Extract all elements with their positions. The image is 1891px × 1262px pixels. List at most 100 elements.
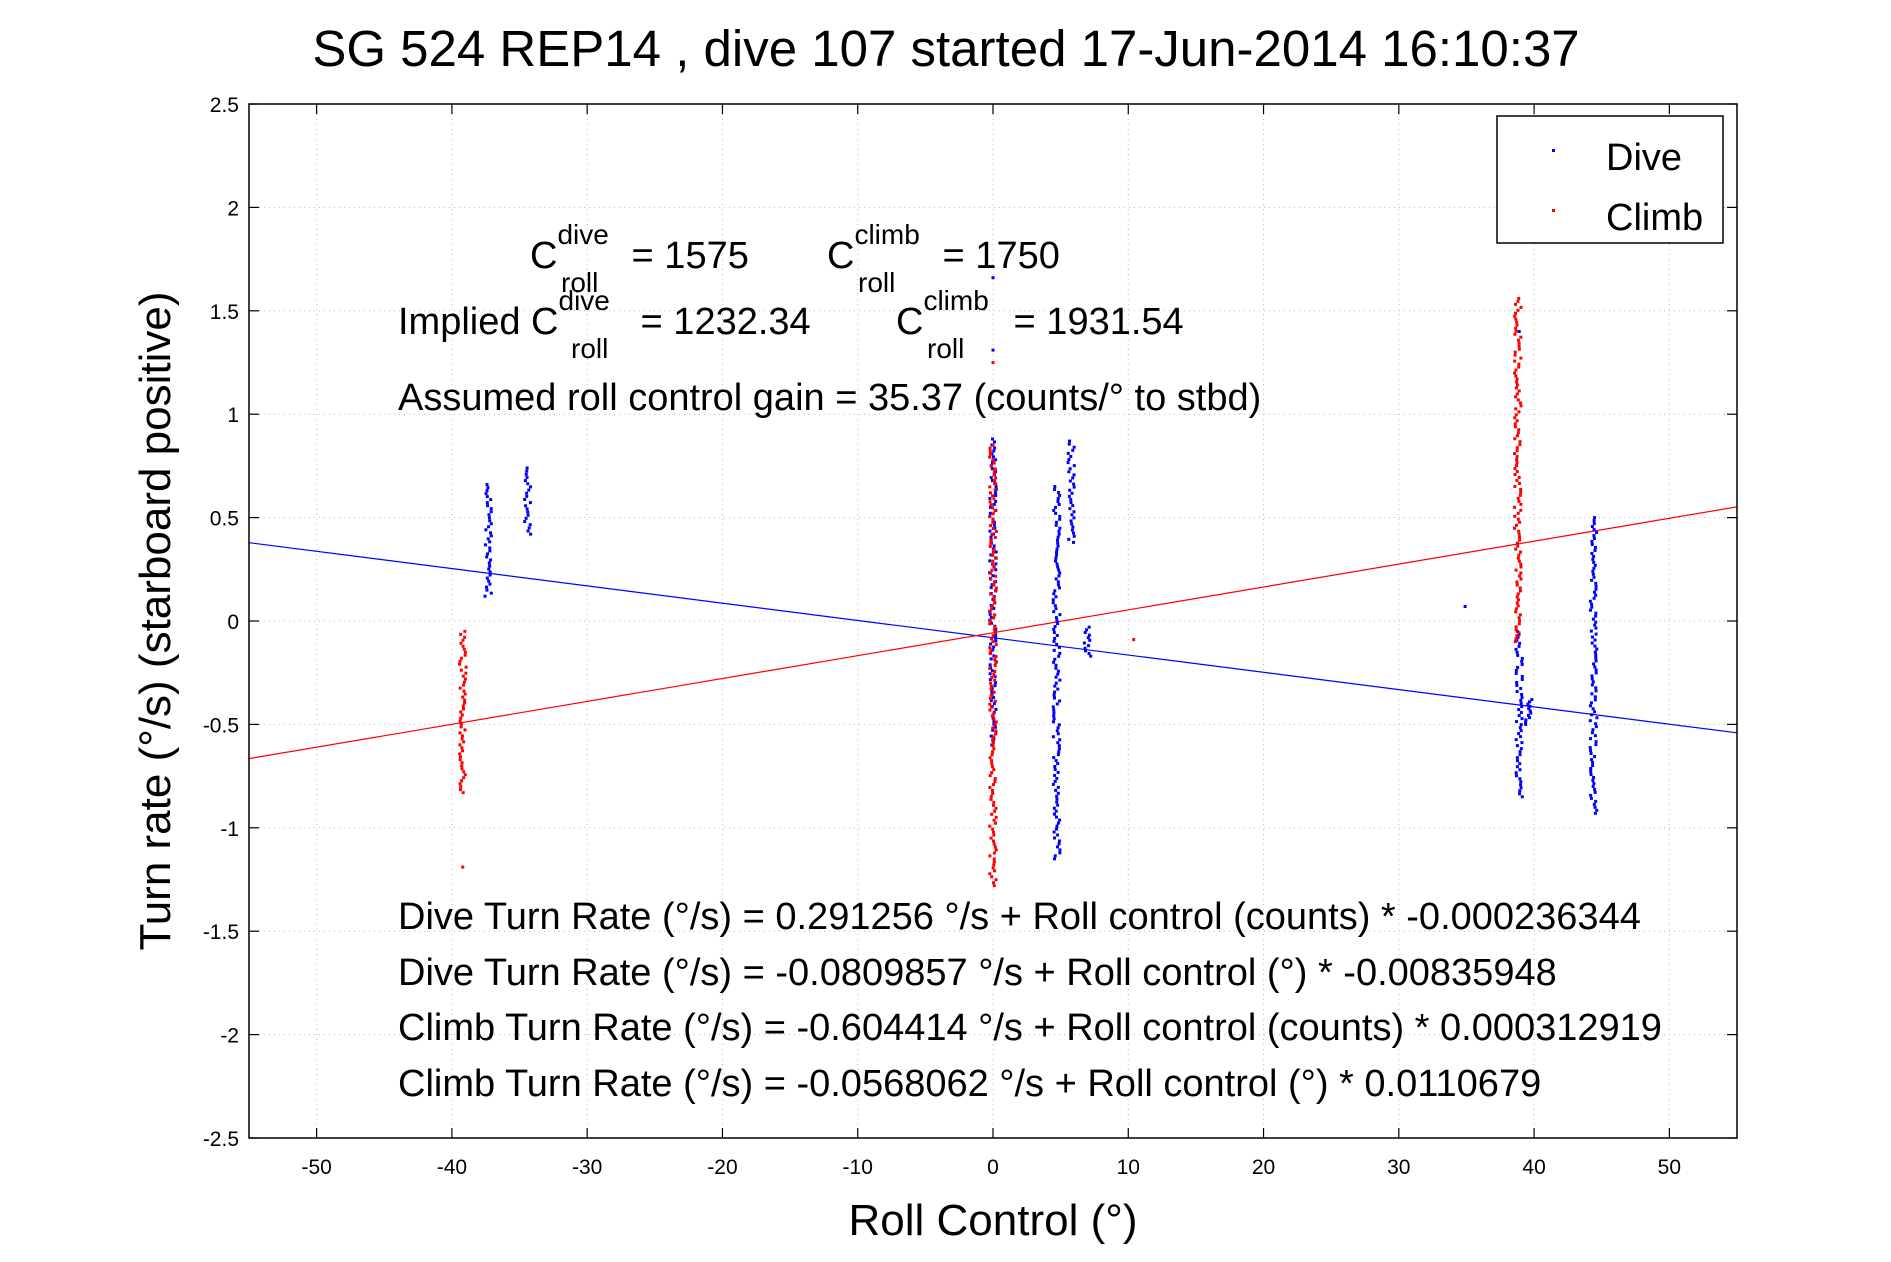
dive-point [1517,708,1521,712]
climb-point [991,750,995,754]
x-tick-label: -10 [843,1156,873,1179]
dive-point [484,528,488,532]
dive-point [1054,663,1058,667]
dive-point [1595,716,1599,720]
data-points [458,276,1599,888]
dive-point [1058,613,1062,617]
dive-point [489,591,493,595]
dive-point [1058,526,1062,530]
dive-point [1520,795,1524,799]
dive-point [988,672,992,676]
dive-point [528,523,532,527]
climb-point [992,717,996,721]
dive-point [989,699,993,703]
dive-point [488,549,492,553]
implied-dive-sup: dive [559,285,610,316]
dive-point [1054,556,1058,560]
climb-point [458,788,462,792]
dive-point [1518,641,1522,645]
y-tick-label: -2 [220,1025,239,1048]
climb-point [988,610,992,614]
dive-point [992,645,996,649]
dive-point [989,615,993,619]
dive-point [991,455,995,459]
climb-point [1513,371,1517,375]
dive-point [1515,774,1519,778]
dive-point [525,491,529,495]
dive-point [1056,541,1060,545]
climb-point [1515,464,1519,468]
dive-point [487,561,491,565]
dive-point [483,594,487,598]
climb-point [461,791,465,795]
dive-point [1068,439,1072,443]
climb-point [994,574,998,578]
dive-point [524,516,528,520]
dive-point [1052,693,1056,697]
climb-point [460,734,464,738]
climb-point [1519,502,1523,506]
dive-point [1087,644,1091,648]
dive-point [1057,839,1061,843]
climb-point [1515,470,1519,474]
dive-point [1056,669,1060,673]
dive-point [1594,593,1598,597]
climb-point [1515,601,1519,605]
dive-point [991,532,995,536]
climb-point [989,637,993,641]
dive-point [1594,653,1598,657]
dive-point [1515,638,1519,642]
dive-point [1053,604,1057,608]
dive-point [1591,572,1595,576]
climb-point [1514,311,1518,315]
climb-point [458,662,462,666]
climb-point [1516,496,1520,500]
climb-point [989,649,993,653]
dive-point [1056,580,1060,584]
dive-point [1057,747,1061,751]
dive-point [1051,782,1055,786]
climb-point [989,836,993,840]
dive-point [992,696,996,700]
climb-point [1515,449,1519,453]
dive-point [1057,502,1061,506]
climb-point [991,494,995,498]
climb-point [1513,514,1517,518]
dive-point [1589,701,1593,705]
dive-point [1052,806,1056,810]
dive-point [1590,692,1594,696]
dive-point [1053,779,1057,783]
dive-point [1057,654,1061,658]
dive-point [1055,550,1059,554]
implied-climb-base: C [896,301,923,343]
climb-point [992,565,996,569]
climb-point [1513,314,1517,318]
dive-point [1593,623,1597,627]
dive-point [1058,517,1062,521]
climb-point [1513,425,1517,429]
dive-point [992,606,996,610]
climb-point [1515,478,1519,482]
dive-point [994,707,998,711]
climb-point [1513,467,1517,471]
climb-point [992,473,996,477]
climb-point [992,672,996,676]
dive-point [1518,753,1522,757]
dive-point [1072,485,1076,489]
climb-point [463,698,467,702]
dive-point [994,636,998,640]
climb-point [988,455,992,459]
dive-point [487,525,491,529]
dive-point [1529,711,1533,715]
dive-point [1590,674,1594,678]
climb-point [1519,356,1523,360]
climb-point [992,598,996,602]
eq-dive-degrees: Dive Turn Rate (°/s) = -0.0809857 °/s + … [398,952,1557,994]
dive-point [993,675,997,679]
climb-point [1518,481,1522,485]
dive-point [1054,577,1058,581]
climb-point [460,764,464,768]
dive-point [527,526,531,530]
implied-climb-sub: roll [927,333,964,364]
